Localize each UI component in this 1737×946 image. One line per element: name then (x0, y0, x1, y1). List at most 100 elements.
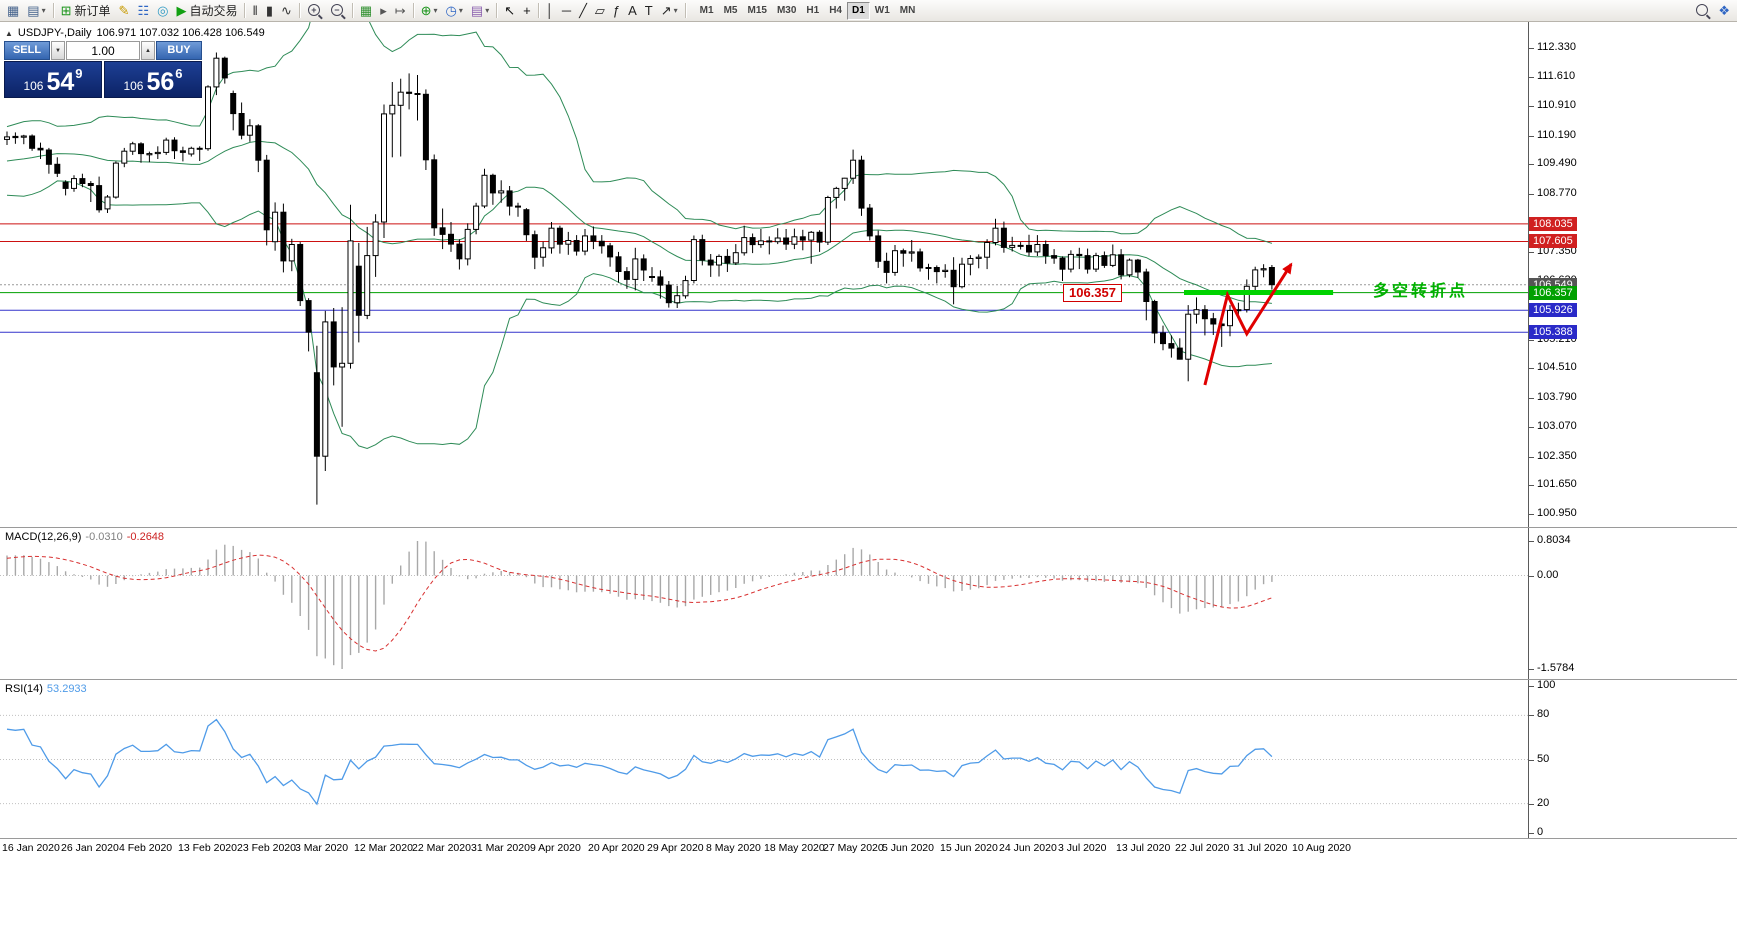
trendline-button[interactable]: ╱ (575, 1, 591, 20)
timeframe-button-w1[interactable]: W1 (870, 2, 895, 20)
candlestick-chart-icon: ▮ (265, 3, 273, 18)
timeframe-button-h1[interactable]: H1 (801, 2, 824, 20)
date-label: 18 May 2020 (764, 842, 825, 854)
toolbar-separator (351, 3, 353, 18)
timeframe-button-m5[interactable]: M5 (719, 2, 743, 20)
vertical-line-icon: │ (545, 3, 554, 18)
auto-scroll-button[interactable]: ▸ (376, 1, 391, 20)
price-tick (1529, 164, 1534, 165)
bid-price-display[interactable]: 106 54 9 (4, 61, 102, 98)
bar-chart-button[interactable]: ǁ (248, 1, 261, 20)
objects-group: │ ─ ╱ ▱ ƒ A T ↗ ▾ (542, 1, 682, 20)
crosshair-button[interactable]: + (519, 1, 535, 20)
horizontal-line-button[interactable]: ─ (558, 1, 575, 20)
price-tick-label: 111.610 (1537, 70, 1576, 82)
timeframe-button-h4[interactable]: H4 (824, 2, 847, 20)
equidistant-channel-button[interactable]: ▱ (591, 1, 609, 20)
autotrading-label: 自动交易 (189, 4, 238, 18)
rsi-scale-label: 50 (1537, 753, 1550, 765)
arrow-objects-button[interactable]: ↗ ▾ (657, 1, 682, 20)
timeframe-button-m30[interactable]: M30 (772, 2, 801, 20)
toolbar-separator (412, 3, 414, 18)
zoom-out-button[interactable]: − (326, 1, 349, 20)
chart-profiles-button[interactable]: ▤ ▾ (23, 1, 49, 20)
timeframe-button-m1[interactable]: M1 (695, 2, 719, 20)
date-label: 27 May 2020 (823, 842, 884, 854)
new-chart-button[interactable]: ▦ (3, 1, 23, 20)
cursor-button[interactable]: ↖ (500, 1, 519, 20)
timeframe-button-m15[interactable]: M15 (742, 2, 771, 20)
line-chart-icon: ∿ (280, 3, 292, 18)
bid-prefix: 106 (23, 79, 44, 93)
autotrading-icon: ▶ (176, 3, 187, 18)
tile-windows-button[interactable]: ▦ (356, 1, 376, 20)
toolbar-separator (298, 3, 300, 18)
date-label: 22 Mar 2020 (412, 842, 471, 854)
volume-input[interactable] (66, 41, 140, 60)
rsi-tick (1529, 804, 1534, 805)
date-label: 24 Jun 2020 (999, 842, 1057, 854)
bid-pips: 54 (46, 68, 75, 97)
macd-panel-separator[interactable] (0, 527, 1737, 528)
text-button[interactable]: A (624, 1, 641, 20)
horizontal-line-icon: ─ (561, 3, 572, 18)
price-tick (1529, 252, 1534, 253)
price-axis[interactable]: 112.330 111.610 110.910 110.190 109.490 108.7… (1528, 22, 1737, 838)
price-tick (1529, 136, 1534, 137)
date-label: 16 Jan 2020 (2, 842, 60, 854)
zoom-in-button[interactable]: + (303, 1, 326, 20)
tile-windows-icon: ▦ (359, 3, 373, 18)
insert-group: ⊕ ▾ ◷ ▾ ▤ ▾ (417, 1, 494, 20)
search-button[interactable] (1691, 1, 1714, 20)
community-icon: ❖ (1718, 3, 1730, 18)
chart-canvas[interactable] (0, 22, 1528, 838)
price-tick-label: 108.770 (1537, 187, 1577, 199)
indicators-button[interactable]: ⊕ ▾ (417, 1, 442, 20)
sell-button[interactable]: SELL (4, 41, 50, 60)
date-label: 3 Mar 2020 (295, 842, 349, 854)
timeframe-button-mn[interactable]: MN (895, 2, 921, 20)
date-label: 31 Jul 2020 (1233, 842, 1288, 854)
date-label: 5 Jun 2020 (882, 842, 934, 854)
price-callout-label: 106.357 (1063, 284, 1122, 302)
ask-price-display[interactable]: 106 56 6 (104, 61, 202, 98)
timeframes-toolbar: M1 M5 M15 M30 H1 H4 D1 W1 MN (695, 1, 921, 20)
volume-decrease-button[interactable]: ▼ (51, 41, 65, 60)
toolbar: ▦ ▤ ▾ ⊞ 新订单 ✎ ☷ ◎ ▶ 自动交易 ǁ ▮ ∿ + − ▦ ▸ ↦ ⊕ ▾ ◷ ▾ ▤ ▾ ↖ + │ ─ ╱ ▱ ƒ A T ↗ ▾… (0, 0, 1737, 22)
rsi-panel-separator[interactable] (0, 679, 1737, 680)
periods-button[interactable]: ◷ ▾ (442, 1, 467, 20)
community-button[interactable]: ❖ (1714, 1, 1734, 20)
templates-button[interactable]: ▤ ▾ (467, 1, 493, 20)
volume-increase-button[interactable]: ▲ (141, 41, 155, 60)
new-order-icon: ⊞ (60, 3, 72, 18)
metaeditor-icon: ✎ (118, 3, 130, 18)
text-label-button[interactable]: T (641, 1, 657, 20)
fibonacci-button[interactable]: ƒ (609, 1, 624, 20)
metaeditor-button[interactable]: ✎ (115, 1, 134, 20)
candlestick-chart-button[interactable]: ▮ (262, 1, 277, 20)
price-tick (1529, 340, 1534, 341)
navigator-button[interactable]: ◎ (153, 1, 172, 20)
price-badge: 105.388 (1529, 325, 1577, 339)
chart-shift-button[interactable]: ↦ (391, 1, 410, 20)
autotrading-button[interactable]: ▶ 自动交易 (172, 1, 241, 20)
date-axis[interactable]: 16 Jan 2020 26 Jan 2020 4 Feb 2020 13 Feb 2… (0, 839, 1737, 857)
date-label: 8 May 2020 (706, 842, 761, 854)
vertical-line-button[interactable]: │ (542, 1, 558, 20)
rsi-scale-label: 100 (1537, 679, 1556, 691)
new-order-button[interactable]: ⊞ 新订单 (57, 1, 115, 20)
timeframe-button-d1[interactable]: D1 (846, 1, 870, 20)
rsi-indicator-label: RSI(14) 53.2933 (5, 683, 91, 695)
market-watch-icon: ☷ (137, 3, 150, 18)
rsi-name: RSI(14) (5, 683, 43, 695)
macd-tick (1529, 576, 1534, 577)
price-badge: 106.357 (1529, 286, 1577, 300)
chart-header: ▲ USDJPY-,Daily 106.971 107.032 106.428 10… (5, 27, 270, 39)
toolbar-separator (537, 3, 539, 18)
macd-scale-label: 0.00 (1537, 569, 1559, 581)
buy-button[interactable]: BUY (156, 41, 202, 60)
line-chart-button[interactable]: ∿ (277, 1, 296, 20)
market-watch-button[interactable]: ☷ (133, 1, 153, 20)
price-tick (1529, 106, 1534, 107)
collapse-trade-panel-button[interactable]: ▲ (5, 29, 13, 38)
